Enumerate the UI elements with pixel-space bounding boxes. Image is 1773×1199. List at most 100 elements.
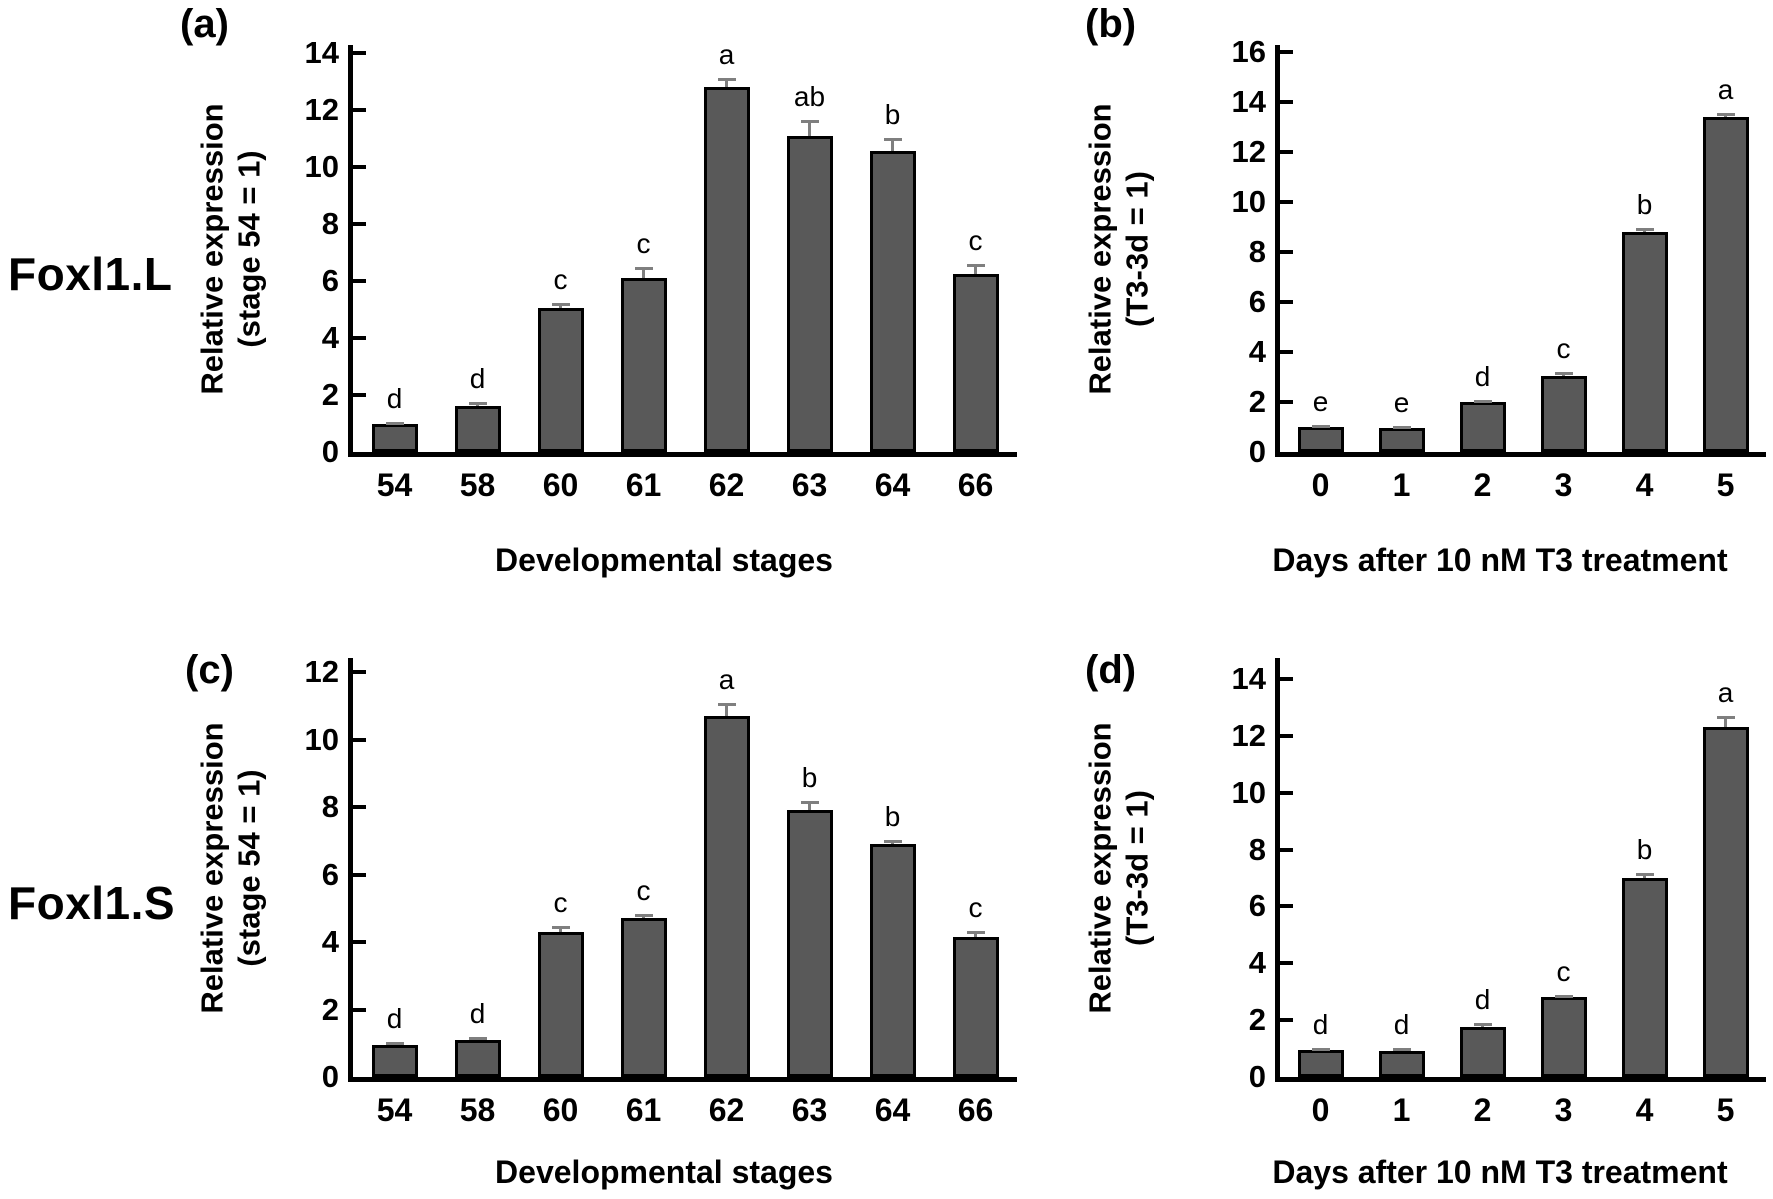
x-tick-label: 60: [542, 467, 579, 503]
y-tick-label: 0: [1248, 1059, 1266, 1094]
error-bar-cap: [385, 421, 404, 425]
y-tick: [353, 108, 366, 112]
y-tick: [1280, 300, 1293, 304]
error-bar-cap: [966, 930, 985, 934]
bar: [537, 308, 584, 452]
bar: [537, 931, 584, 1077]
y-tick-label: 4: [321, 320, 339, 355]
y-tick-label: 2: [321, 991, 339, 1027]
bar: [952, 936, 999, 1077]
bar: [1621, 878, 1668, 1077]
x-axis-title: Developmental stages: [495, 542, 833, 578]
bar: [1459, 402, 1506, 452]
error-bar-stem: [1724, 717, 1727, 728]
bar: [703, 715, 750, 1077]
y-tick: [353, 670, 366, 674]
bar: [371, 1044, 418, 1077]
significance-letter: d: [1474, 360, 1491, 392]
y-tick: [1280, 847, 1293, 852]
error-bar-cap: [468, 401, 487, 405]
y-tick-label: 8: [1248, 234, 1266, 269]
y-tick-label: 14: [1231, 661, 1266, 696]
row-label-foxl1-s: Foxl1.S: [8, 877, 176, 929]
x-tick-label: 63: [791, 467, 828, 503]
y-tick: [1280, 200, 1293, 204]
error-bar-stem: [725, 704, 728, 716]
y-tick-label: 8: [321, 789, 339, 824]
y-tick-label: 4: [321, 924, 339, 959]
error-bar-cap: [634, 267, 653, 271]
error-bar-stem: [891, 138, 894, 152]
bar: [1540, 375, 1587, 452]
error-bar-cap: [717, 703, 736, 707]
bar: [454, 405, 501, 452]
y-tick-label: 2: [1248, 384, 1266, 419]
bar: [1702, 727, 1749, 1077]
error-bar-cap: [1635, 228, 1654, 231]
significance-letter: c: [968, 891, 983, 923]
bar: [1621, 232, 1668, 452]
significance-letter: a: [1717, 677, 1734, 709]
error-bar-stem: [1643, 873, 1646, 878]
x-axis-title: Days after 10 nM T3 treatment: [1272, 1154, 1728, 1190]
error-bar-stem: [808, 801, 811, 811]
panel-label-a: (a): [180, 2, 229, 46]
bar: [1378, 428, 1425, 452]
y-tick: [1280, 790, 1293, 795]
x-tick-label: 1: [1392, 467, 1411, 503]
significance-letter: e: [1312, 385, 1329, 417]
y-tick: [1280, 961, 1293, 966]
panel-label-b: (b): [1085, 2, 1137, 46]
significance-letter: a: [1717, 74, 1734, 105]
error-bar-stem: [559, 927, 562, 932]
bar: [786, 810, 833, 1077]
bar: [1459, 1027, 1506, 1077]
y-tick-label: 0: [1248, 434, 1266, 469]
significance-letter: d: [1474, 984, 1491, 1016]
x-tick-label: 0: [1311, 1092, 1330, 1128]
y-tick: [1280, 677, 1293, 681]
significance-letter: b: [1636, 833, 1653, 865]
row-label-foxl1-l: Foxl1.L: [8, 248, 173, 300]
y-tick: [1280, 150, 1293, 154]
x-tick-label: 62: [708, 1092, 745, 1128]
error-bar-cap: [1716, 113, 1735, 116]
y-axis-title-line1: Relative expression: [1082, 721, 1117, 1014]
error-bar-cap: [1392, 426, 1411, 429]
bar: [869, 844, 916, 1077]
error-bar-cap: [800, 120, 819, 124]
y-tick: [1280, 100, 1293, 104]
bar: [1540, 997, 1587, 1077]
significance-letter: d: [1312, 1008, 1329, 1040]
error-bar-cap: [1554, 994, 1573, 998]
x-axis-line: [1275, 1077, 1766, 1082]
bar: [371, 424, 418, 452]
y-tick: [353, 222, 366, 226]
y-axis-line: [1275, 658, 1280, 1082]
y-tick-label: 10: [1231, 184, 1266, 219]
significance-letter: d: [386, 1003, 403, 1035]
x-axis-line: [348, 1077, 1017, 1082]
y-tick: [353, 279, 366, 283]
x-tick-label: 63: [791, 1092, 828, 1128]
y-tick-label: 10: [304, 721, 339, 757]
y-axis-title: Relative expression (T3-3d = 1): [1081, 658, 1159, 1077]
y-tick: [353, 51, 366, 55]
x-tick-label: 2: [1473, 467, 1492, 503]
significance-letter: c: [553, 263, 568, 295]
y-tick-label: 12: [1231, 717, 1266, 753]
x-tick-label: 60: [542, 1092, 579, 1128]
error-bar-stem: [974, 265, 977, 274]
error-bar-stem: [725, 78, 728, 88]
x-tick-label: 61: [625, 467, 662, 503]
y-tick-label: 0: [321, 434, 339, 469]
y-tick: [1280, 50, 1293, 54]
significance-letter: b: [801, 761, 818, 793]
y-tick: [353, 336, 366, 340]
error-bar-cap: [966, 264, 985, 268]
x-tick-label: 0: [1311, 467, 1330, 503]
error-bar-cap: [1473, 399, 1492, 403]
